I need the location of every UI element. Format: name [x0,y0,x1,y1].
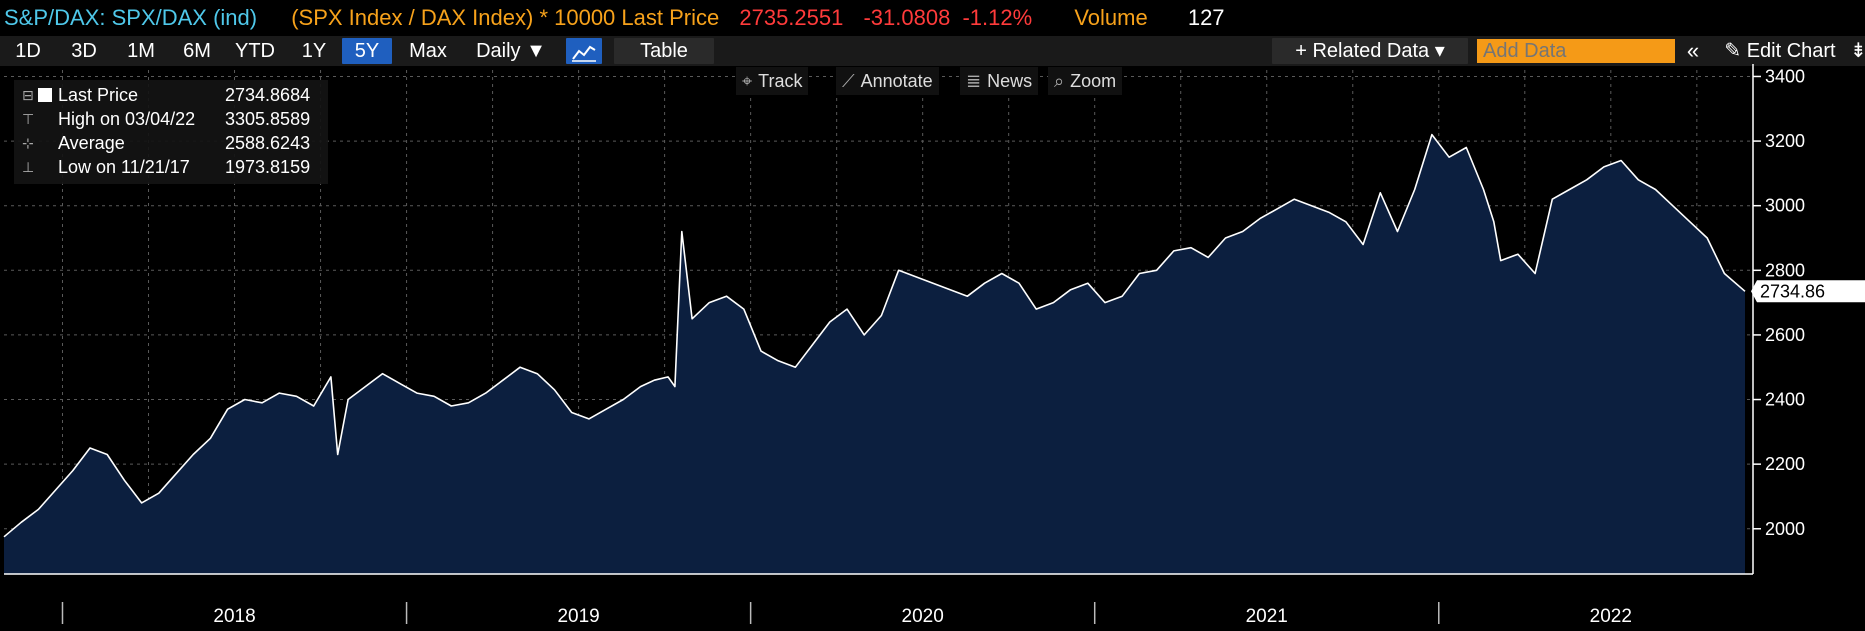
axes [4,64,1761,624]
track-label: Track [758,71,803,91]
period-6m-button[interactable]: 6M [183,40,211,62]
high-marker-icon: ⊤ [22,111,35,127]
legend-average-label: Average [58,133,125,153]
last-value-box [1751,280,1865,303]
y-tick-label: 3000 [1765,196,1805,216]
period-3d-button[interactable]: 3D [71,40,97,62]
price-line [3,133,1746,538]
x-tick-label: 2020 [902,606,944,627]
period-1d-button[interactable]: 1D [15,40,41,62]
annotate-tool[interactable]: ⟋ Annotate [836,67,939,95]
legend-average-value: 2588.6243 [225,133,311,153]
x-axis-ticks: 2018 2019 2020 2021 2022 [213,606,1632,627]
change-pct-value: -1.12% [962,5,1033,30]
price-area [4,134,1745,574]
collapse-button[interactable]: « [1686,38,1700,63]
related-data-button[interactable]: + Related Data ▾ [1272,38,1468,64]
news-icon: ≣ [966,71,982,91]
y-axis-ticks: 2000 2200 2400 2600 2800 3000 3200 3400 [1765,66,1805,538]
news-label: News [987,71,1033,91]
add-data-input[interactable] [1477,39,1675,63]
legend: ⊟ Last Price 2734.8684 ⊤ High on 03/04/2… [14,80,328,184]
annotate-label: Annotate [860,71,933,91]
average-marker-icon: ⊹ [22,135,34,151]
toolbar: 1D 3D 1M 6M YTD 1Y 5Y Max Daily ▼ Table … [0,36,1865,66]
volume-value: 127 [1187,5,1225,30]
formula-label: (SPX Index / DAX Index) * 10000 Last Pri… [291,5,720,30]
legend-last-price-label: Last Price [58,85,139,105]
y-tick-label: 2800 [1765,260,1805,280]
legend-row-low: ⊥ Low on 11/21/17 1973.8159 [14,155,328,179]
legend-last-price-value: 2734.8684 [225,85,311,105]
change-value: -31.0808 [863,5,951,30]
x-tick-label: 2022 [1590,606,1632,627]
news-tool[interactable]: ≣ News [960,67,1039,95]
legend-row-last-price[interactable]: ⊟ Last Price 2734.8684 [14,83,328,107]
line-chart-icon[interactable] [566,38,602,64]
period-1m-button[interactable]: 1M [127,40,155,62]
period-1y-button[interactable]: 1Y [301,40,327,62]
legend-low-value: 1973.8159 [225,157,311,177]
x-tick-label: 2019 [557,606,599,627]
pen-icon: ⟋ [842,71,855,91]
low-marker-icon: ⊥ [22,159,35,175]
zoom-label: Zoom [1070,71,1117,91]
y-tick-label: 2200 [1765,454,1805,474]
collapse-icon[interactable]: ⊟ [22,87,34,103]
zoom-tool[interactable]: ⌕ Zoom [1048,67,1123,95]
y-tick-label: 2000 [1765,519,1805,539]
period-max-button[interactable]: Max [409,40,447,62]
table-button[interactable]: Table [614,38,714,64]
crosshair-icon: ⌖ [742,71,753,91]
x-tick-label: 2018 [213,606,255,627]
white-swatch-icon [38,88,52,102]
last-price-value: 2735.2551 [739,5,844,30]
more-options-icon[interactable]: ⇟ [1850,40,1865,62]
legend-row-average: ⊹ Average 2588.6243 [14,131,328,155]
last-value-marker: 2734.86 [1751,280,1865,303]
legend-low-label: Low on 11/21/17 [58,157,190,177]
last-value-label: 2734.86 [1760,281,1825,301]
edit-chart-button[interactable]: ✎ Edit Chart [1724,40,1836,62]
legend-high-label: High on 03/04/22 [58,109,196,129]
volume-label: Volume [1074,5,1148,30]
x-tick-label: 2021 [1246,606,1288,627]
frequency-dropdown[interactable]: Daily ▼ [476,40,546,62]
period-5y-button[interactable]: 5Y [342,38,392,64]
y-tick-label: 3200 [1765,131,1805,151]
ticker-label[interactable]: S&P/DAX: SPX/DAX (ind) [4,5,258,30]
legend-high-value: 3305.8589 [225,109,311,129]
legend-row-high: ⊤ High on 03/04/22 3305.8589 [14,107,328,131]
period-ytd-button[interactable]: YTD [235,40,275,62]
y-tick-label: 2400 [1765,390,1805,410]
y-tick-label: 2600 [1765,325,1805,345]
title-bar: S&P/DAX: SPX/DAX (ind) (SPX Index / DAX … [0,0,1865,36]
track-tool[interactable]: ⌖ Track [736,67,809,95]
y-tick-label: 3400 [1765,66,1805,86]
magnifier-icon: ⌕ [1054,71,1065,91]
